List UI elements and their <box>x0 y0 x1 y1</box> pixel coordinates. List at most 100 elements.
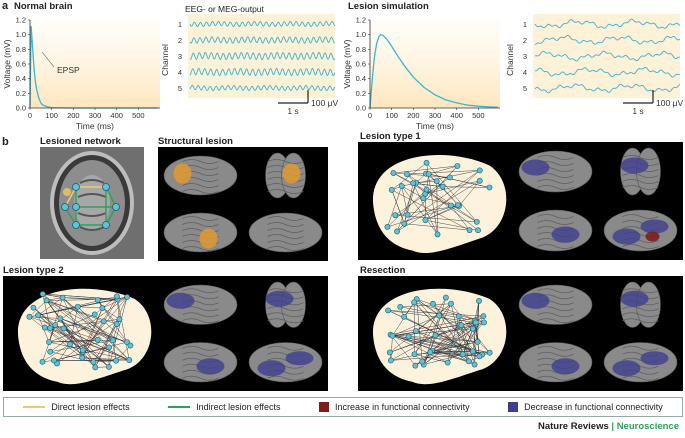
network-node <box>434 231 441 238</box>
y-tick-label: 0.0 <box>356 104 366 113</box>
eeg-trace <box>189 20 336 28</box>
structural-lesion-title: Structural lesion <box>158 136 233 147</box>
epsp-pointer <box>41 51 55 68</box>
network-node <box>91 311 98 318</box>
lesion-simulation-title: Lesion simulation <box>348 1 429 12</box>
y-tick-label: 0.6 <box>16 60 26 69</box>
brain-renderings <box>163 281 323 383</box>
network-node <box>474 338 481 345</box>
network-edge <box>56 319 120 364</box>
network-edge <box>62 297 130 361</box>
brain-renderings <box>163 152 323 253</box>
network-node <box>397 303 404 310</box>
network-node <box>124 339 130 346</box>
network-node <box>59 294 66 301</box>
network-node <box>401 220 408 227</box>
network-node <box>427 349 434 356</box>
network-node <box>26 313 33 320</box>
network-node <box>405 333 412 340</box>
eeg-trace <box>534 66 680 78</box>
network-edge <box>63 328 110 368</box>
network-node <box>398 183 405 189</box>
network-edge <box>42 293 63 298</box>
direct-swatch <box>23 406 46 408</box>
network-edge <box>450 205 470 231</box>
legend-increase: Increase in functional connectivity <box>319 402 470 412</box>
eeg-trace <box>534 34 681 45</box>
network-graph <box>372 155 507 254</box>
eeg-normal-traces: 1 2 3 4 5 Channel 1 s 100 μV <box>160 14 338 116</box>
network-node <box>390 170 397 176</box>
network-edge <box>50 327 130 361</box>
channel-number: 4 <box>523 68 527 77</box>
network-edge <box>116 296 130 361</box>
brain-view <box>265 281 306 328</box>
network-edge <box>60 318 94 363</box>
network-node <box>41 324 48 331</box>
network-node <box>404 211 411 218</box>
brain-view <box>603 342 678 383</box>
network-edge <box>77 306 103 309</box>
network-node <box>52 322 59 328</box>
network-edge <box>474 300 480 365</box>
network-node <box>433 178 440 185</box>
network-node <box>411 299 418 306</box>
network-node <box>47 348 54 355</box>
legend: Direct lesion effects Indirect lesion ef… <box>3 397 683 417</box>
brain-view <box>248 212 323 253</box>
network-edge <box>112 340 117 361</box>
network-edge <box>63 328 130 361</box>
brain-view <box>518 284 593 325</box>
y-tick-label: 1.0 <box>356 30 366 39</box>
x-tick-label: 200 <box>407 111 420 120</box>
channel-number: 1 <box>178 20 182 29</box>
eeg-trace <box>534 83 681 94</box>
indirect-swatch <box>168 406 191 408</box>
brain-view <box>163 342 238 383</box>
network-node <box>39 291 46 297</box>
network-node <box>454 202 461 208</box>
network-node <box>388 187 395 193</box>
network-node <box>106 344 112 351</box>
network-edge <box>46 300 98 341</box>
brain-silhouette <box>17 288 152 385</box>
network-node <box>114 293 120 300</box>
network-node <box>394 228 400 235</box>
network-edge <box>400 303 452 308</box>
network-edge <box>115 345 131 361</box>
network-edge <box>42 293 118 300</box>
brain-view <box>265 152 306 199</box>
network-node <box>411 351 418 358</box>
network-edge <box>436 181 438 235</box>
channel-number: 3 <box>523 52 527 61</box>
eeg-trace <box>534 50 680 62</box>
network-edge <box>102 296 128 309</box>
network-node <box>466 227 473 234</box>
time-scale-label: 1 s <box>287 106 298 116</box>
brain-renderings <box>518 147 678 252</box>
network-edge <box>46 299 118 301</box>
eeg-trace <box>189 51 336 61</box>
x-tick-label: 300 <box>429 111 442 120</box>
y-tick-label: 0.8 <box>356 45 366 54</box>
network-node <box>126 357 133 363</box>
network-edge <box>416 180 437 183</box>
network-edge <box>50 296 128 352</box>
brain-silhouette <box>372 155 507 254</box>
network-node <box>439 183 446 190</box>
network-node <box>113 357 119 364</box>
network-edge <box>392 335 463 355</box>
network-node <box>448 300 454 307</box>
network-node <box>471 361 478 368</box>
network-node <box>458 322 465 329</box>
legend-indirect-label: Indirect lesion effects <box>196 402 281 412</box>
network-node <box>486 184 493 191</box>
x-tick-label: 500 <box>472 111 485 120</box>
legend-decrease-label: Decrease in functional connectivity <box>524 402 663 412</box>
network-edge <box>426 189 479 231</box>
network-node <box>454 163 461 169</box>
network-edge <box>439 315 460 325</box>
network-edge <box>430 352 469 362</box>
network-edge <box>396 180 480 232</box>
network-edge <box>37 315 96 368</box>
